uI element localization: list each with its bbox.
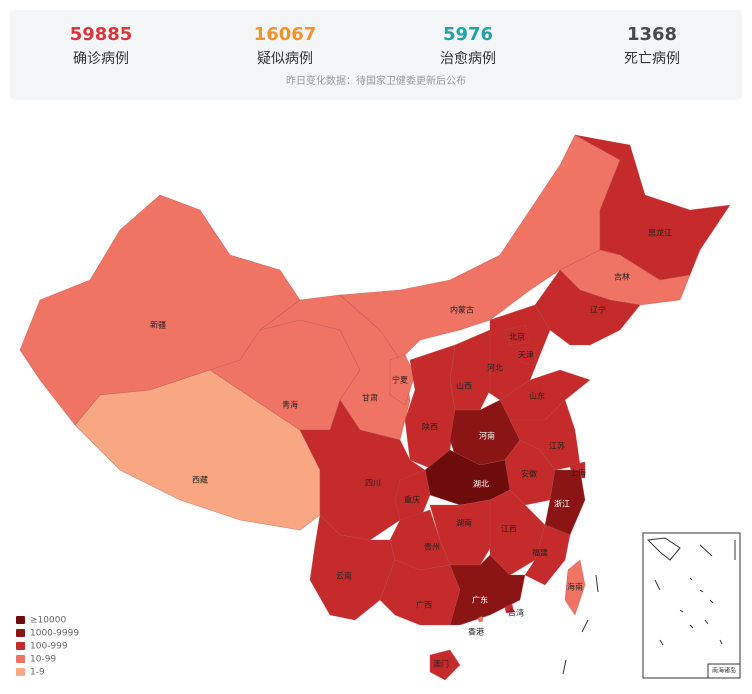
legend-label: 1-9 (30, 668, 45, 678)
legend-swatch (16, 642, 25, 650)
province (449, 329, 491, 411)
province (519, 347, 536, 366)
legend-label: 10-99 (30, 655, 56, 665)
province-label: 贵州 (424, 542, 440, 552)
summary-value: 1368 (627, 24, 677, 45)
summary-value: 59885 (70, 24, 133, 45)
province (379, 559, 461, 626)
province-label: 台湾 (508, 608, 524, 618)
inset-label-box (707, 663, 741, 679)
province-label: 黑龙江 (648, 228, 672, 238)
inset-islands (646, 537, 736, 646)
province-label: 海南 (567, 582, 583, 592)
province-label: 青海 (282, 400, 298, 410)
province-label: 甘肃 (362, 393, 378, 403)
province-label: 上海 (570, 468, 586, 478)
summary-label: 治愈病例 (440, 51, 496, 67)
province-label: 江西 (501, 525, 517, 534)
province-label: 澳门 (433, 659, 449, 669)
legend-label: 100-999 (30, 642, 68, 652)
province-label: 北京 (509, 332, 525, 342)
province (504, 603, 515, 614)
province (564, 559, 586, 616)
legend-swatch (16, 616, 25, 624)
summary-panel (10, 10, 742, 100)
province (477, 615, 484, 623)
legend-swatch (16, 629, 25, 637)
inset-frame (642, 532, 741, 679)
province-label: 广西 (416, 600, 432, 610)
province-label: 香港 (468, 627, 484, 637)
province-label: 重庆 (404, 495, 420, 505)
province (449, 554, 526, 626)
province-label: 湖南 (456, 518, 472, 528)
province (504, 324, 531, 346)
province-label: 山东 (529, 391, 545, 401)
province-label: 山西 (456, 381, 472, 391)
province-label: 宁夏 (392, 375, 408, 385)
province-label: 福建 (532, 548, 548, 558)
summary-label: 死亡病例 (624, 51, 680, 67)
province-label: 陕西 (422, 422, 438, 432)
province-label: 江苏 (549, 441, 565, 451)
province (429, 649, 461, 681)
province-label: 新疆 (150, 320, 166, 330)
note: 昨日变化数据：待国家卫健委更新后公布 (286, 74, 466, 87)
province (404, 344, 456, 471)
province-label: 河北 (487, 363, 503, 373)
summary-label: 确诊病例 (73, 51, 129, 67)
province-label: 河南 (479, 431, 495, 441)
province (389, 354, 416, 406)
sea-lines (562, 574, 599, 675)
summary-label: 疑似病例 (257, 51, 313, 67)
legend-label: ≥10000 (30, 616, 66, 626)
province-label: 安徽 (521, 469, 537, 479)
summary-value: 5976 (443, 24, 493, 45)
inset-label: 南海诸岛 (712, 667, 736, 675)
province-label: 浙江 (554, 499, 570, 509)
province-label: 云南 (336, 571, 352, 581)
province-label: 西藏 (192, 475, 208, 485)
province-label: 四川 (365, 479, 381, 488)
province-label: 辽宁 (590, 305, 606, 315)
province-label: 吉林 (614, 272, 630, 282)
legend-swatch (16, 655, 25, 663)
legend-swatch (16, 668, 25, 676)
province-label: 内蒙古 (450, 305, 474, 315)
province-label: 湖北 (473, 480, 489, 489)
province-label: 天津 (518, 350, 534, 360)
legend-label: 1000-9999 (30, 629, 79, 639)
province-label: 广东 (472, 595, 488, 605)
summary-value: 16067 (254, 24, 317, 45)
